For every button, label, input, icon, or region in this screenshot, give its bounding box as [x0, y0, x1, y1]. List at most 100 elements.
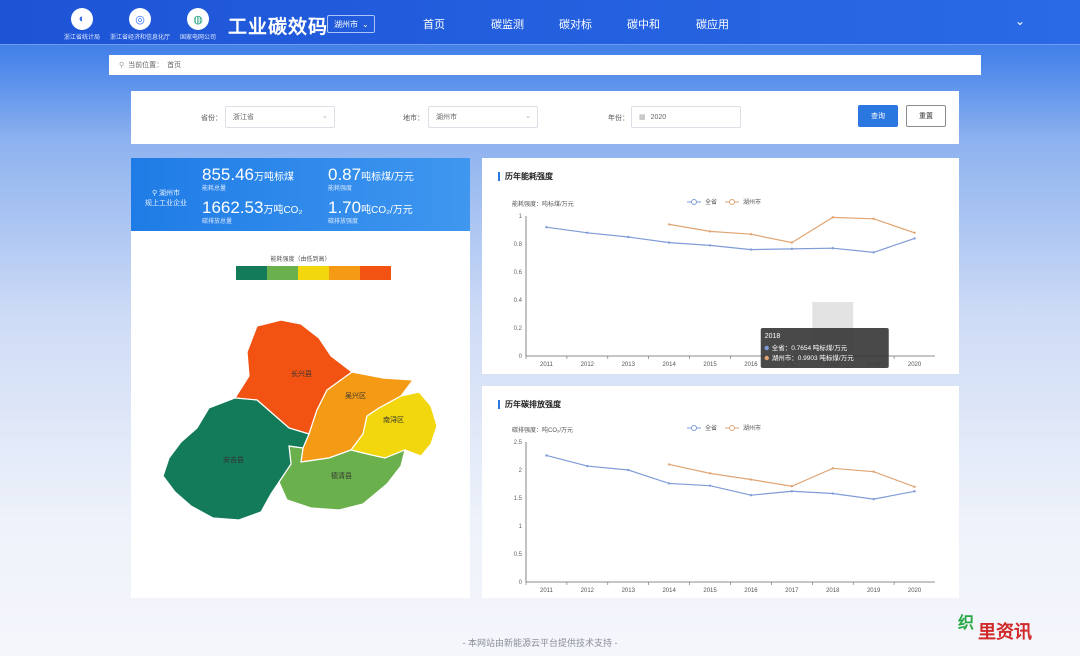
carbon-intensity-chart-panel: 历年碳排放强度 碳排强度：吨CO₂/万元 全省 湖州市 0 0.5 1 1.5 2 2.5 201… — [482, 386, 959, 598]
data-point — [790, 247, 794, 251]
y-tick-label: 0.4 — [514, 298, 523, 304]
region-sub: 规上工业企业 — [145, 200, 187, 207]
district-deqing[interactable] — [278, 445, 406, 511]
location-pin-icon: ⚲ — [119, 62, 125, 69]
data-point — [627, 235, 630, 239]
data-point — [831, 492, 834, 495]
city-select[interactable]: 湖州市 ⌄ — [428, 106, 538, 128]
district-anji[interactable] — [162, 397, 310, 521]
x-tick-label: 2020 — [908, 362, 922, 368]
data-point — [708, 472, 712, 475]
carbon-intensity-chart[interactable]: 碳排强度：吨CO₂/万元 全省 湖州市 0 0.5 1 1.5 2 2.5 2011 2012 201… — [482, 386, 959, 598]
x-tick-label: 2019 — [867, 588, 881, 594]
province-label: 省份： — [201, 115, 222, 122]
nav-carbon-application[interactable]: 碳应用 — [696, 19, 729, 31]
nav-carbon-benchmark[interactable]: 碳对标 — [559, 19, 592, 31]
energy-intensity-chart-panel: 历年能耗强度 能耗强度：吨标煤/万元 全省 湖州市 0 0.2 0.4 0.6 0.8 1 201… — [482, 158, 959, 374]
logo-caption: 国家电网公司 — [180, 35, 217, 41]
stat-value: 855.46 — [202, 165, 254, 184]
x-tick-label: 2012 — [581, 362, 595, 368]
stat-energy-total: 855.46万吨标煤 能耗总量 — [202, 165, 294, 192]
logo-zj-economy[interactable]: ◎ 浙江省经济和信息化厅 — [110, 8, 170, 41]
data-point — [913, 237, 916, 240]
tooltip-marker — [764, 345, 769, 351]
footer-text: - 本网站由新能源云平台提供技术支持 - — [462, 638, 618, 648]
map-legend-title: 能耗强度（由低到高） — [270, 257, 331, 263]
province-select[interactable]: 浙江省 ⌄ — [225, 106, 335, 128]
stat-value: 1662.53 — [202, 198, 264, 217]
x-tick-label: 2017 — [785, 588, 799, 594]
legend-marker — [729, 199, 735, 205]
x-tick-label: 2014 — [662, 588, 676, 594]
reset-button[interactable]: 重置 — [906, 105, 946, 127]
data-point — [831, 247, 834, 250]
location-pin-icon: ⚲ — [151, 190, 158, 197]
city-switch-value: 湖州市 — [334, 19, 358, 29]
data-point — [872, 217, 875, 220]
y-tick-label: 0.2 — [514, 326, 523, 332]
y-tick-label: 1.5 — [514, 496, 523, 502]
watermark: 织里资讯 — [958, 615, 1032, 644]
y-tick-label: 0.8 — [514, 242, 523, 248]
city-value: 湖州市 — [436, 114, 457, 121]
city-label: 地市： — [403, 115, 424, 122]
data-point — [667, 223, 671, 226]
province-value: 浙江省 — [233, 114, 254, 121]
y-tick-label: 0.6 — [514, 270, 523, 276]
series-line — [669, 463, 915, 488]
data-point — [913, 490, 916, 493]
x-tick-label: 2018 — [826, 588, 840, 594]
tooltip-box — [760, 328, 889, 368]
data-point — [790, 490, 794, 493]
stat-label: 碳排放强度 — [328, 219, 359, 225]
chevron-down-icon: ⌄ — [322, 113, 328, 120]
data-point — [708, 230, 712, 233]
x-tick-label: 2016 — [744, 588, 758, 594]
data-point — [667, 241, 671, 244]
stat-value: 0.87 — [328, 165, 362, 184]
energy-intensity-chart[interactable]: 能耗强度：吨标煤/万元 全省 湖州市 0 0.2 0.4 0.6 0.8 1 2011 2012 20… — [482, 158, 959, 374]
top-header: ◐ 浙江省统计局 ◎ 浙江省经济和信息化厅 ◍ 国家电网公司 工业碳效码 湖州市… — [0, 0, 1080, 44]
legend-marker — [729, 425, 735, 431]
logo-zj-stats[interactable]: ◐ 浙江省统计局 — [64, 8, 100, 41]
stat-unit: 吨标煤/万元 — [361, 172, 414, 183]
x-tick-label: 2013 — [622, 362, 636, 368]
x-tick-label: 2015 — [703, 588, 717, 594]
data-point — [831, 467, 834, 470]
tooltip-marker — [764, 355, 769, 361]
district-label: 长兴县 — [291, 369, 312, 378]
stat-value: 1.70 — [328, 198, 362, 217]
data-point — [749, 248, 753, 251]
district-label: 德清县 — [331, 471, 352, 480]
year-label: 年份： — [608, 115, 629, 122]
year-picker[interactable]: ▦ 2020 — [631, 106, 741, 128]
stat-label: 能耗总量 — [202, 186, 227, 192]
zj-stats-logo-icon: ◐ — [71, 8, 93, 30]
data-point — [708, 484, 712, 487]
city-switch-select[interactable]: 湖州市 ⌄ — [327, 15, 375, 33]
data-point — [872, 497, 875, 501]
district-label: 吴兴区 — [345, 391, 366, 400]
query-button[interactable]: 查询 — [858, 105, 898, 127]
breadcrumb-current[interactable]: 首页 — [167, 62, 182, 69]
data-point — [913, 485, 916, 488]
nav-carbon-monitor[interactable]: 碳监测 — [491, 19, 524, 31]
header-divider — [0, 44, 1080, 45]
nav-carbon-neutral[interactable]: 碳中和 — [627, 19, 660, 31]
app-title: 工业碳效码 — [228, 17, 329, 38]
stats-band: ⚲ 湖州市 规上工业企业 855.46万吨标煤 能耗总量 0.87吨标煤/万元 … — [131, 158, 470, 231]
logo-caption: 浙江省统计局 — [64, 35, 101, 41]
y-axis-label: 能耗强度：吨标煤/万元 — [512, 200, 574, 208]
y-axis-label: 碳排强度：吨CO₂/万元 — [512, 426, 573, 434]
x-tick-label: 2016 — [744, 362, 758, 368]
x-tick-label: 2015 — [703, 362, 717, 368]
chevron-down-icon[interactable]: ⌄ — [1015, 14, 1026, 28]
scale-swatch — [329, 266, 360, 280]
logo-state-grid[interactable]: ◍ 国家电网公司 — [180, 8, 216, 41]
data-point — [831, 216, 834, 219]
data-point — [790, 485, 794, 488]
nav-home[interactable]: 首页 — [423, 19, 445, 31]
y-tick-label: 1 — [519, 214, 523, 220]
legend-label: 全省 — [705, 198, 717, 206]
data-point — [749, 233, 753, 236]
